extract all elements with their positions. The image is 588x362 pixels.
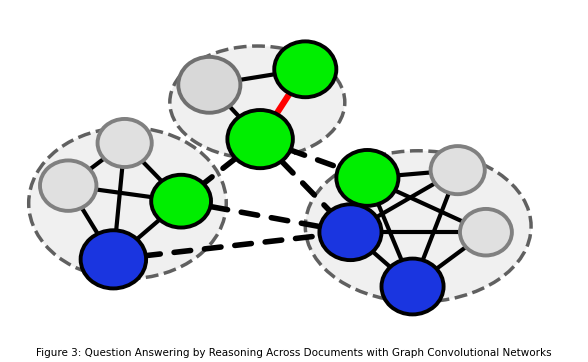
Ellipse shape	[382, 258, 443, 315]
Ellipse shape	[228, 110, 293, 168]
Ellipse shape	[151, 175, 211, 228]
Ellipse shape	[430, 146, 485, 194]
Ellipse shape	[178, 57, 240, 113]
Ellipse shape	[274, 41, 336, 97]
Ellipse shape	[98, 119, 152, 167]
Ellipse shape	[460, 209, 512, 256]
Ellipse shape	[81, 230, 146, 289]
Ellipse shape	[319, 204, 382, 260]
Ellipse shape	[305, 151, 531, 302]
Ellipse shape	[170, 46, 345, 159]
Ellipse shape	[29, 127, 226, 279]
Text: Figure 3: Question Answering by Reasoning Across Documents with Graph Convolutio: Figure 3: Question Answering by Reasonin…	[36, 348, 552, 358]
Ellipse shape	[40, 160, 96, 211]
Ellipse shape	[336, 150, 399, 206]
